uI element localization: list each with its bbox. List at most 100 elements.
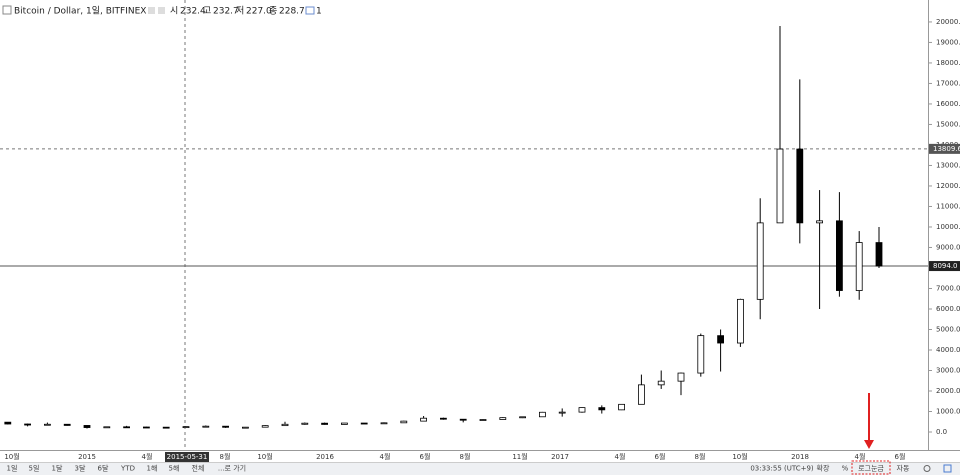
- bottom-toolbar: [0, 462, 960, 475]
- x-tick-label: 4월: [142, 452, 153, 461]
- candle-body: [459, 418, 467, 421]
- y-tick-label: 19000.0: [936, 38, 960, 46]
- ohlc-value: 232.4: [180, 7, 206, 17]
- candle-body: [241, 426, 249, 429]
- collapse-icon[interactable]: [2, 5, 12, 15]
- x-tick-label: 2018: [791, 453, 809, 461]
- range-button[interactable]: 전체: [192, 464, 205, 473]
- x-tick-label: 11월: [512, 452, 527, 461]
- x-tick-label: 2016: [316, 453, 334, 461]
- candle-body: [697, 335, 705, 374]
- candle-body: [479, 419, 487, 421]
- candle-body: [638, 384, 645, 405]
- y-tick-label: 6000.0: [936, 305, 960, 313]
- candle-body: [24, 423, 32, 426]
- scale-option[interactable]: %: [842, 465, 849, 473]
- candle-body: [836, 220, 843, 291]
- candle-body: [44, 423, 51, 426]
- ohlc-label: 시: [170, 6, 178, 17]
- candle-body: [340, 422, 348, 425]
- candle-body: [380, 422, 388, 425]
- y-tick-label: 12000.0: [936, 182, 960, 190]
- indicator-count: 1: [316, 7, 322, 17]
- candle-body: [776, 148, 784, 224]
- ohlc-value: 227.0: [246, 7, 272, 17]
- candle-body: [558, 411, 566, 414]
- indicator-icon[interactable]: [305, 6, 315, 15]
- candle-body: [83, 425, 91, 428]
- symbol-title: Bitcoin / Dollar, 1일, BITFINEX: [14, 6, 146, 17]
- candle-body: [123, 426, 130, 429]
- header-button[interactable]: [158, 7, 165, 14]
- scale-option[interactable]: 확장: [817, 464, 830, 473]
- scale-option[interactable]: 로그눈금: [858, 465, 884, 473]
- candle-body: [717, 335, 724, 344]
- y-tick-label: 18000.0: [936, 59, 960, 67]
- highlight-box: [851, 460, 891, 475]
- candle-body: [796, 148, 804, 224]
- x-tick-label: 10월: [257, 452, 272, 461]
- annotation: [851, 393, 891, 475]
- candle-body: [103, 426, 111, 429]
- range-button[interactable]: 6달: [98, 465, 109, 473]
- candle-body: [301, 422, 309, 425]
- y-tick-label: 1000.0: [936, 408, 960, 416]
- goto-button[interactable]: ...로 가기: [218, 464, 246, 473]
- y-tick-label: 10000.0: [936, 223, 960, 231]
- candle-body: [142, 426, 150, 429]
- crosshair-date: 2015-05-31: [167, 453, 208, 461]
- candle-body: [539, 411, 546, 418]
- candle-body: [360, 422, 368, 425]
- range-button[interactable]: 3달: [75, 465, 86, 473]
- x-tick-label: 6월: [895, 452, 906, 461]
- candle-body: [261, 425, 269, 428]
- fullscreen-button[interactable]: [943, 464, 952, 473]
- range-button[interactable]: 1일: [7, 464, 18, 473]
- settings-button[interactable]: [923, 465, 931, 472]
- x-tick-label: 10월: [732, 452, 747, 461]
- crosshair-date-box: [165, 452, 209, 462]
- candle-body: [202, 425, 210, 428]
- range-button[interactable]: 1달: [52, 465, 63, 473]
- range-button[interactable]: 1해: [147, 464, 158, 473]
- x-tick-label: 4월: [615, 452, 626, 461]
- x-tick-label: 4월: [380, 452, 391, 461]
- clock: 03:33:55 (UTC+9): [750, 465, 814, 473]
- range-button[interactable]: 5해: [169, 464, 180, 473]
- candle-body: [598, 407, 606, 411]
- candle-body: [439, 417, 447, 420]
- candle-body: [618, 403, 625, 411]
- x-tick-label: 6월: [420, 452, 431, 461]
- x-tick-label: 10월: [4, 452, 19, 461]
- ohlc-value: 228.7: [279, 7, 305, 17]
- y-tick-label: 4000.0: [936, 346, 960, 354]
- last-price-label: 8094.0: [933, 262, 958, 270]
- y-tick-label: 0.0: [936, 428, 947, 436]
- last-price-box: [929, 261, 960, 272]
- ohlc-value: 232.7: [213, 7, 239, 17]
- x-tick-label: 8월: [695, 452, 706, 461]
- candle-body: [321, 422, 329, 425]
- candle-body: [400, 420, 408, 424]
- scale-option[interactable]: 자동: [897, 464, 910, 473]
- ohlc-label: 저: [236, 6, 244, 17]
- candle-body: [162, 426, 170, 429]
- header-button[interactable]: [148, 7, 155, 14]
- candle-body: [657, 380, 665, 386]
- candle-body: [816, 220, 823, 224]
- candle-body: [578, 407, 586, 413]
- candle-body: [855, 242, 863, 291]
- candle-body: [737, 298, 744, 344]
- candle-body: [63, 423, 71, 426]
- x-tick-label: 8월: [460, 452, 471, 461]
- y-tick-label: 3000.0: [936, 366, 960, 374]
- x-tick-label: 4월: [855, 452, 866, 461]
- y-tick-label: 17000.0: [936, 79, 960, 87]
- x-tick-label: 2015: [78, 453, 96, 461]
- y-tick-label: 5000.0: [936, 325, 960, 333]
- range-button[interactable]: YTD: [120, 465, 135, 473]
- range-button[interactable]: 5일: [29, 464, 40, 473]
- candle-body: [519, 416, 526, 419]
